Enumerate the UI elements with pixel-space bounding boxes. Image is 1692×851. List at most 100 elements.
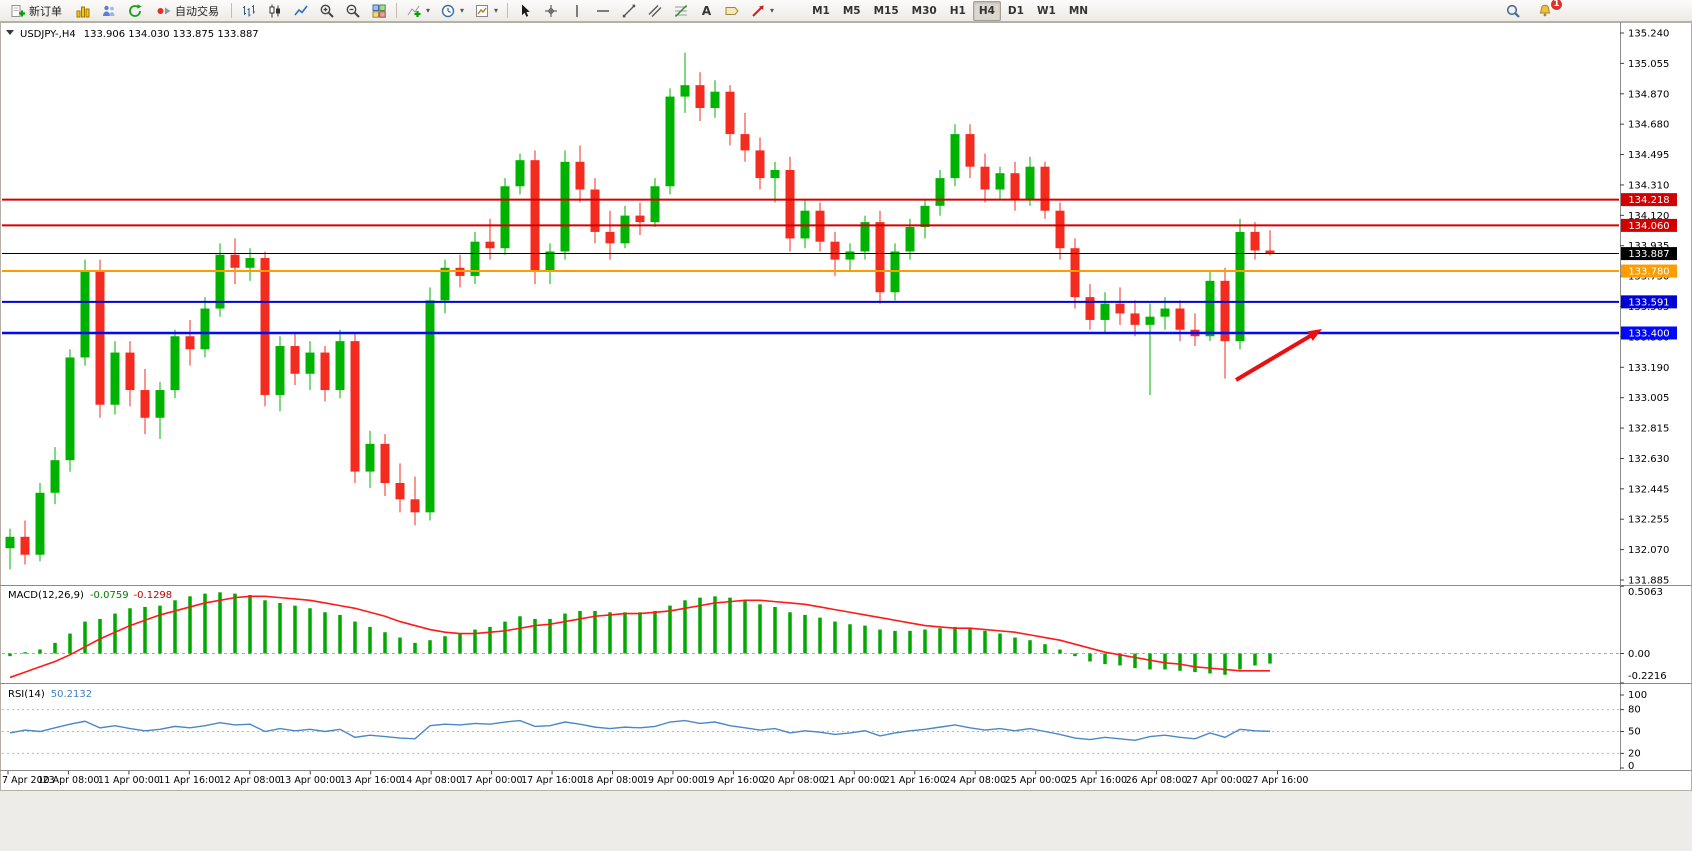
price-tick-label: 134.680 [1628, 120, 1669, 131]
time-tick-label: 14 Apr 08:00 [400, 775, 462, 786]
time-tick-label: 27 Apr 16:00 [1246, 775, 1308, 786]
current-price-box [1621, 247, 1677, 261]
caret-down-icon: ▾ [770, 5, 775, 15]
candle-body [575, 161, 585, 190]
candle-body [20, 536, 30, 555]
refresh-button[interactable] [123, 1, 147, 21]
timeframe-button-m15[interactable]: M15 [873, 4, 899, 17]
label-tool-button[interactable] [720, 1, 744, 21]
horizontal-lines-layer[interactable] [2, 198, 1619, 335]
vertical-line-tool-button[interactable] [565, 1, 589, 21]
candle-body [920, 205, 930, 228]
macd-panel[interactable]: 0.5063 0.00 -0.2216 MACD(12,26,9) -0.0759 -0.… [2, 585, 1667, 684]
candle-body [545, 251, 555, 272]
timeframe-button-m5[interactable]: M5 [842, 4, 861, 17]
current-price-label: 133.887 [1628, 249, 1669, 260]
arrows-tool-button[interactable]: ▾ [746, 1, 778, 21]
candle-body [1055, 210, 1065, 249]
candle-body [665, 96, 675, 187]
candle-body [845, 251, 855, 260]
trendline-tool-button[interactable] [617, 1, 641, 21]
tile-windows-icon [372, 4, 386, 18]
rsi-panel[interactable]: 100 80 50 20 0 RSI(14) 50.2132 [2, 689, 1647, 772]
candle-body [335, 341, 345, 391]
timeframe-button-mn[interactable]: MN [1068, 4, 1089, 17]
line-chart-mode-button[interactable] [289, 1, 313, 21]
rsi-axis-label: 0 [1628, 761, 1634, 772]
candlestick-mode-button[interactable] [263, 1, 287, 21]
arrow-shaft [1234, 332, 1315, 382]
cursor-tool-button[interactable] [513, 1, 537, 21]
candle-body [1145, 316, 1155, 325]
text-tool-button[interactable]: A [695, 1, 718, 21]
macd-axis-label: -0.2216 [1628, 671, 1667, 682]
candle-body [440, 267, 450, 301]
time-tick-label: 12 Apr 08:00 [219, 775, 281, 786]
price-tick-label: 133.190 [1628, 363, 1669, 374]
rsi-axis-label: 50 [1628, 727, 1641, 738]
auto-trading-button[interactable]: 自动交易 [149, 1, 226, 21]
candle-body [635, 215, 645, 223]
bar-chart-mode-button[interactable] [237, 1, 261, 21]
time-tick-label: 19 Apr 00:00 [642, 775, 704, 786]
candle-body [680, 85, 690, 97]
one-click-trading-toggle-icon[interactable] [6, 30, 14, 35]
auto-trading-label: 自动交易 [175, 4, 219, 18]
rsi-axis-label: 80 [1628, 705, 1641, 716]
time-tick-label: 17 Apr 00:00 [461, 775, 523, 786]
horizontal-line-tool-button[interactable] [591, 1, 615, 21]
price-tick-label: 134.495 [1628, 150, 1669, 161]
templates-button[interactable]: ▾ [470, 1, 502, 21]
candle-body [725, 91, 735, 135]
candle-body [980, 166, 990, 190]
caret-down-icon: ▾ [426, 5, 431, 15]
notifications-button[interactable]: 1 [1533, 0, 1563, 21]
tile-windows-button[interactable] [367, 1, 391, 21]
candle-body [260, 257, 270, 395]
macd-axis-label: 0.00 [1628, 649, 1650, 660]
chart-background[interactable] [0, 22, 1692, 851]
chart-title-group: USDJPY-,H4 133.906 134.030 133.875 133.88… [6, 29, 259, 40]
crosshair-tool-button[interactable] [539, 1, 563, 21]
market-watch-button[interactable] [71, 1, 95, 21]
time-tick-label: 13 Apr 00:00 [279, 775, 341, 786]
channel-tool-button[interactable] [643, 1, 667, 21]
hline-price-label: 134.060 [1628, 221, 1669, 232]
periods-button[interactable]: ▾ [436, 1, 468, 21]
time-tick-label: 17 Apr 16:00 [521, 775, 583, 786]
zoom-out-button[interactable] [341, 1, 365, 21]
text-tool-icon: A [701, 3, 712, 18]
candles-layer[interactable] [5, 52, 1275, 570]
time-tick-label: 19 Apr 16:00 [702, 775, 764, 786]
search-button[interactable] [1501, 1, 1525, 21]
hline-price-box [1621, 295, 1677, 309]
timeframe-button-h1[interactable]: H1 [949, 4, 966, 17]
timeframe-button-d1[interactable]: D1 [1007, 4, 1024, 17]
time-tick-label: 27 Apr 00:00 [1186, 775, 1248, 786]
crosshair-icon [545, 4, 558, 17]
timeframe-button-m30[interactable]: M30 [911, 4, 937, 17]
timeframe-button-w1[interactable]: W1 [1036, 4, 1056, 17]
candle-body [125, 352, 135, 391]
profiles-button[interactable] [97, 1, 121, 21]
time-tick-label: 26 Apr 08:00 [1126, 775, 1188, 786]
bar-chart-icon [243, 4, 255, 16]
fibonacci-tool-button[interactable] [669, 1, 693, 21]
timeframe-button-m1[interactable]: M1 [812, 4, 830, 17]
candle-body [320, 352, 330, 391]
candle-body [215, 254, 225, 309]
candle-body [365, 443, 375, 472]
candle-body [1010, 173, 1020, 200]
trend-arrow-annotation[interactable] [1234, 329, 1322, 382]
zoom-in-button[interactable] [315, 1, 339, 21]
candle-body [605, 231, 615, 244]
candle-body [1175, 308, 1185, 330]
timeframe-button-h4[interactable]: H4 [972, 0, 1001, 21]
candle-body [1205, 280, 1215, 337]
price-axis[interactable]: 135.240 135.055 134.870 134.680 134.495 134.3… [1620, 29, 1677, 587]
new-order-button[interactable]: 新订单 [3, 1, 69, 21]
indicators-button[interactable]: ▾ [402, 1, 434, 21]
price-tick-label: 132.445 [1628, 484, 1669, 495]
